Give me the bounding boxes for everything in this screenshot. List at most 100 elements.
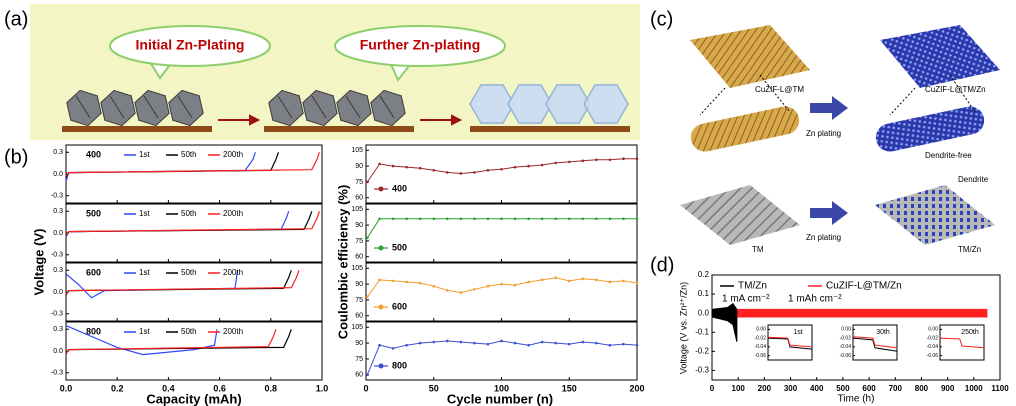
- ce-point: [446, 171, 449, 174]
- y-tick-label: -0.02: [755, 335, 767, 341]
- c-text: Zn plating: [806, 233, 841, 242]
- ce-point: [459, 172, 463, 175]
- y-tick-label: 0.0: [698, 308, 710, 317]
- y-tick-label: 90: [355, 340, 363, 347]
- panel-label: (c): [650, 8, 673, 30]
- ce-point: [486, 217, 490, 221]
- y-tick-label: -0.04: [755, 344, 767, 350]
- ce-point: [391, 217, 395, 221]
- y-tick-label: 0.0: [53, 348, 63, 355]
- x-tick-label: 200: [758, 384, 772, 393]
- voltage-curve: [65, 270, 300, 295]
- ce-point: [608, 280, 612, 284]
- legend-label: 50th: [181, 150, 197, 159]
- plot-frame: [365, 144, 638, 204]
- ce-curve: [366, 218, 637, 238]
- ce-point: [486, 169, 490, 172]
- c-text: CuZIF-L@TM: [755, 85, 804, 94]
- y-axis-label: Voltage (V): [31, 229, 46, 296]
- ce-point: [473, 171, 476, 174]
- y-tick-label: -0.3: [51, 370, 63, 377]
- legend-label: 200th: [223, 150, 243, 159]
- y-tick-label: 105: [351, 324, 363, 331]
- x-tick-label: 0.0: [60, 383, 73, 393]
- ce-point: [418, 341, 422, 345]
- ce-point: [527, 343, 530, 347]
- ce-point: [513, 165, 517, 169]
- y-tick-label: 75: [355, 356, 363, 363]
- crystal: [545, 84, 591, 124]
- y-tick-label: 0.00: [928, 327, 938, 333]
- ce-point: [581, 217, 585, 221]
- x-tick-label: 50: [429, 383, 439, 393]
- inset-label: 250th: [961, 329, 979, 336]
- x-tick-label: 0: [363, 383, 368, 393]
- c-text: Dendrite: [958, 175, 989, 184]
- ce-point: [405, 280, 408, 284]
- ce-point: [378, 343, 381, 347]
- ce-point: [446, 217, 449, 221]
- voltage-band: [711, 308, 988, 318]
- bubble-text: Further Zn-plating: [360, 37, 481, 53]
- ce-point: [608, 217, 612, 221]
- legend-label: CuZIF-L@TM/Zn: [826, 281, 902, 292]
- legend-label: 1st: [139, 327, 150, 336]
- y-tick-label: 90: [355, 222, 363, 229]
- subplot-label: 400: [392, 183, 407, 193]
- condition: 1 mA cm⁻²: [722, 294, 770, 305]
- y-axis-label: Voltage (V vs. Zn²⁺/Zn): [678, 282, 688, 374]
- ce-point: [391, 164, 395, 168]
- ce-point: [432, 340, 436, 344]
- x-tick-label: 0: [710, 384, 715, 393]
- ce-point: [391, 279, 395, 283]
- ce-point: [432, 284, 436, 288]
- y-tick-label: -0.06: [927, 353, 939, 359]
- y-tick-label: 0.0: [53, 230, 63, 237]
- panel-label: (b): [4, 146, 28, 168]
- ce-point: [513, 341, 517, 345]
- x-tick-label: 0.6: [213, 383, 226, 393]
- x-axis-label: Cycle number (n): [447, 391, 553, 406]
- x-tick-label: 600: [862, 384, 876, 393]
- voltage-curve: [65, 270, 239, 299]
- y-tick-label: -0.2: [695, 346, 709, 355]
- ce-point: [635, 217, 639, 221]
- plot-frame: [711, 274, 1001, 381]
- ce-point: [473, 288, 476, 291]
- c-text: Dendrite-free: [925, 151, 972, 160]
- x-tick-label: 700: [889, 384, 903, 393]
- ce-point: [378, 217, 381, 221]
- y-tick-label: 90: [355, 163, 363, 170]
- crystal-edge: [143, 95, 159, 119]
- y-tick-label: -0.06: [755, 353, 767, 359]
- y-tick-label: -0.02: [927, 335, 939, 341]
- ce-point: [405, 217, 408, 221]
- x-tick-label: 200: [629, 383, 644, 393]
- ce-point: [486, 284, 490, 288]
- panel-label: (a): [4, 8, 28, 30]
- ce-point: [595, 158, 598, 162]
- ce-point: [418, 281, 422, 285]
- ce-point: [459, 291, 463, 294]
- ce-point: [432, 169, 436, 172]
- y-tick-label: -0.06: [840, 353, 852, 359]
- ce-point: [540, 163, 544, 167]
- crystals: [62, 84, 630, 132]
- legend-label: TM/Zn: [738, 281, 767, 292]
- y-tick-label: -0.3: [51, 252, 63, 259]
- ce-point: [459, 340, 463, 344]
- ce-point: [567, 342, 571, 346]
- c-text: Zn plating: [806, 129, 841, 138]
- ce-point: [567, 160, 571, 164]
- y-tick-label: 0.00: [841, 327, 851, 333]
- y-tick-label: 0.3: [53, 326, 63, 333]
- x-tick-label: 500: [836, 384, 850, 393]
- ce-point: [418, 217, 422, 221]
- ce-point: [473, 341, 476, 345]
- inset-bg: [768, 325, 812, 360]
- subplot-label: 600: [86, 267, 101, 277]
- y-tick-label: 75: [355, 297, 363, 304]
- voltage-curve: [65, 325, 218, 356]
- subplot-label: 800: [392, 360, 407, 370]
- x-tick-label: 0.8: [265, 383, 278, 393]
